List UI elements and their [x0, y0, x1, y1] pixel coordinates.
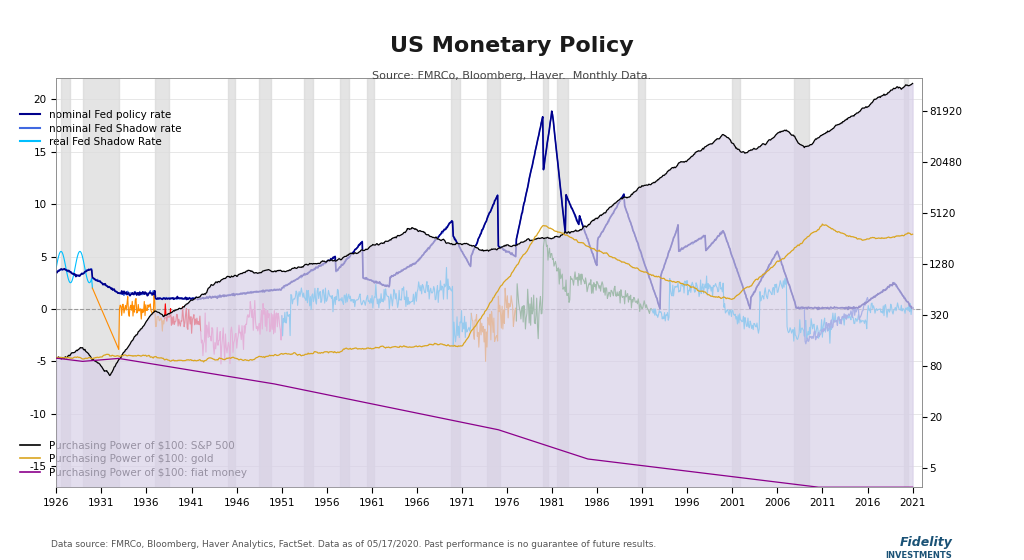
Bar: [638, 78, 645, 487]
Bar: [543, 78, 549, 487]
Text: Source: FMRCo, Bloomberg, Haver.  Monthly Data.: Source: FMRCo, Bloomberg, Haver. Monthly…: [373, 71, 651, 81]
Bar: [903, 78, 908, 487]
Bar: [452, 78, 460, 487]
Bar: [732, 78, 739, 487]
Bar: [83, 78, 120, 487]
Bar: [794, 78, 809, 487]
Text: Fidelity: Fidelity: [899, 536, 952, 549]
Bar: [487, 78, 500, 487]
Bar: [227, 78, 234, 487]
Bar: [557, 78, 568, 487]
Legend: Purchasing Power of $100: S&P 500, Purchasing Power of $100: gold, Purchasing Po: Purchasing Power of $100: S&P 500, Purch…: [15, 437, 251, 482]
Text: US Monetary Policy: US Monetary Policy: [390, 36, 634, 56]
Bar: [368, 78, 374, 487]
Bar: [259, 78, 270, 487]
Bar: [156, 78, 169, 487]
Bar: [304, 78, 313, 487]
Text: INVESTMENTS: INVESTMENTS: [886, 551, 952, 560]
Text: Data source: FMRCo, Bloomberg, Haver Analytics, FactSet. Data as of 05/17/2020. : Data source: FMRCo, Bloomberg, Haver Ana…: [51, 540, 656, 549]
Bar: [60, 78, 70, 487]
Bar: [340, 78, 349, 487]
